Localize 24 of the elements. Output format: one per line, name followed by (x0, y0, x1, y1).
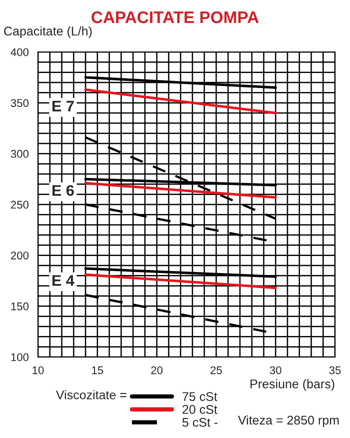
x-tick-label: 30 (270, 366, 282, 374)
y-tick-label: 400 (10, 48, 29, 56)
annotation: E 7 (52, 100, 74, 112)
y-tick-label: 100 (11, 353, 29, 362)
x-tick-label: 20 (151, 366, 163, 374)
legend-label: 75 cSt (182, 392, 218, 401)
y-tick-label: 350 (10, 99, 29, 107)
y-tick-label: 300 (10, 150, 29, 158)
annotation: E 4 (52, 275, 74, 286)
x-axis-title: Presiune (bars) (250, 379, 334, 391)
y-tick-label: 250 (10, 200, 29, 209)
y-tick-label: 200 (10, 252, 29, 260)
chart-title: CAPACITATE POMPA (92, 11, 259, 24)
x-tick-label: 35 (329, 366, 341, 374)
x-tick-label: 15 (92, 366, 104, 374)
y-tick-label: 150 (11, 302, 29, 310)
y-axis-title: Capacitate (L/h) (4, 26, 92, 38)
legend-label: 20 cSt (182, 405, 218, 414)
legend-title: Viscozitate = (56, 390, 126, 400)
x-tick-label: 10 (32, 366, 44, 374)
text: Viteza = 2850 rpm (238, 415, 339, 428)
annotation: E 6 (52, 185, 74, 196)
x-tick-label: 25 (210, 366, 222, 374)
legend-label: 5 cSt - (182, 418, 218, 427)
